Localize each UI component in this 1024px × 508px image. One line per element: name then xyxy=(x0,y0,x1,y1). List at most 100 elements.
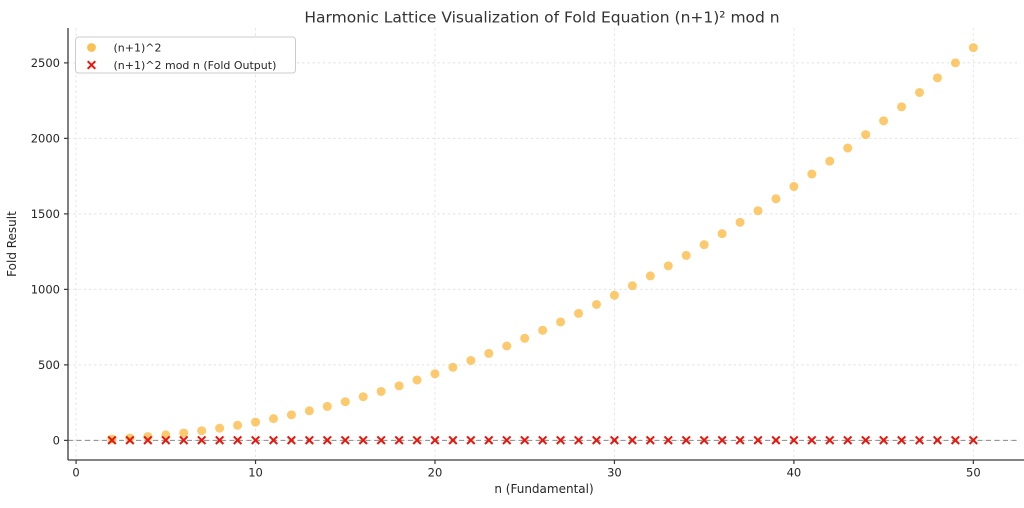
point-squared-n-47 xyxy=(915,87,925,97)
point-fold-n-6 xyxy=(179,435,189,445)
y-tick-label-2000: 2000 xyxy=(31,131,60,145)
point-fold-n-43 xyxy=(843,435,853,445)
point-fold-n-17 xyxy=(376,435,386,445)
point-fold-n-33 xyxy=(663,435,673,445)
y-tick-label-1500: 1500 xyxy=(31,207,60,221)
point-fold-n-29 xyxy=(591,435,601,445)
point-squared-n-23 xyxy=(484,348,494,358)
point-squared-n-6 xyxy=(179,428,189,438)
x-tick-label-0: 0 xyxy=(72,466,79,480)
point-squared-n-21 xyxy=(448,362,458,372)
point-squared-n-46 xyxy=(897,102,907,112)
point-squared-n-16 xyxy=(358,392,368,402)
point-squared-n-15 xyxy=(340,397,350,407)
point-fold-n-40 xyxy=(789,435,799,445)
x-axis-label: n (Fundamental) xyxy=(494,482,593,496)
point-fold-n-24 xyxy=(502,435,512,445)
point-squared-n-18 xyxy=(394,381,404,391)
point-fold-n-14 xyxy=(322,435,332,445)
point-fold-n-2 xyxy=(107,435,117,445)
point-fold-n-9 xyxy=(233,435,243,445)
point-fold-n-45 xyxy=(879,435,889,445)
legend-box xyxy=(75,36,296,74)
point-squared-n-19 xyxy=(412,375,422,385)
point-fold-n-34 xyxy=(681,435,691,445)
point-fold-n-36 xyxy=(717,435,727,445)
point-fold-n-3 xyxy=(125,435,135,445)
point-squared-n-32 xyxy=(645,271,655,281)
y-tick-label-0: 0 xyxy=(53,433,60,447)
legend-label-squares: (n+1)^2 xyxy=(114,42,162,55)
x-tick-label-10: 10 xyxy=(248,466,263,480)
point-fold-n-19 xyxy=(412,435,422,445)
axes-spines xyxy=(67,28,1024,461)
point-squared-n-10 xyxy=(251,417,261,427)
point-squared-n-43 xyxy=(843,143,853,153)
y-axis-ticks: 0 500 1000 1500 2000 2500 xyxy=(31,56,68,447)
point-fold-n-16 xyxy=(358,435,368,445)
point-fold-n-25 xyxy=(520,435,530,445)
point-squared-n-45 xyxy=(879,116,889,126)
gridlines xyxy=(68,28,1020,460)
point-squared-n-31 xyxy=(627,281,637,291)
point-fold-n-21 xyxy=(448,435,458,445)
point-fold-n-12 xyxy=(286,435,296,445)
point-fold-n-7 xyxy=(197,435,207,445)
point-squared-n-20 xyxy=(430,369,440,379)
point-fold-n-22 xyxy=(466,435,476,445)
point-fold-n-49 xyxy=(950,435,960,445)
point-squared-n-17 xyxy=(376,386,386,396)
point-squared-n-27 xyxy=(556,317,566,327)
point-fold-n-27 xyxy=(556,435,566,445)
point-squared-n-42 xyxy=(825,156,835,166)
point-squared-n-34 xyxy=(681,250,691,260)
y-axis-label: Fold Result xyxy=(5,211,19,277)
point-squared-n-35 xyxy=(699,240,709,250)
point-fold-n-47 xyxy=(914,435,925,445)
legend-label-fold-output: (n+1)^2 mod n (Fold Output) xyxy=(114,59,277,72)
point-fold-n-10 xyxy=(251,435,261,445)
point-fold-n-18 xyxy=(394,435,404,445)
y-tick-label-500: 500 xyxy=(38,358,60,372)
point-fold-n-39 xyxy=(771,435,781,445)
point-squared-n-22 xyxy=(466,355,476,365)
point-fold-n-28 xyxy=(574,435,584,445)
point-fold-n-44 xyxy=(861,435,871,445)
point-squared-n-40 xyxy=(789,182,799,192)
point-squared-n-9 xyxy=(233,420,243,430)
point-fold-n-13 xyxy=(304,435,314,445)
point-fold-n-5 xyxy=(161,435,171,445)
chart-title: Harmonic Lattice Visualization of Fold E… xyxy=(304,9,779,27)
x-tick-label-40: 40 xyxy=(787,466,802,480)
point-fold-n-4 xyxy=(143,435,153,445)
point-squared-n-39 xyxy=(771,194,781,204)
point-fold-n-8 xyxy=(215,435,225,445)
point-fold-n-46 xyxy=(897,435,907,445)
series-fold-output xyxy=(107,435,978,445)
point-squared-n-36 xyxy=(717,229,727,239)
point-squared-n-44 xyxy=(861,130,871,140)
point-squared-n-26 xyxy=(538,325,548,335)
point-squared-n-49 xyxy=(950,58,960,68)
point-squared-n-25 xyxy=(520,333,530,343)
y-tick-label-2500: 2500 xyxy=(31,56,60,70)
point-squared-n-11 xyxy=(268,414,278,424)
point-fold-n-11 xyxy=(268,435,278,445)
point-fold-n-32 xyxy=(645,435,655,445)
legend-circle-marker-icon xyxy=(87,43,96,52)
point-squared-n-33 xyxy=(663,261,673,271)
point-fold-n-20 xyxy=(430,435,440,445)
point-fold-n-31 xyxy=(627,435,637,445)
point-fold-n-50 xyxy=(968,435,978,445)
point-fold-n-48 xyxy=(932,435,942,445)
point-squared-n-30 xyxy=(609,290,619,300)
point-squared-n-7 xyxy=(197,426,207,436)
point-fold-n-30 xyxy=(609,435,619,445)
point-squared-n-50 xyxy=(968,43,978,53)
point-squared-n-14 xyxy=(322,401,332,411)
x-axis-ticks: 0 10 20 30 40 50 xyxy=(72,460,981,480)
point-squared-n-37 xyxy=(735,217,745,227)
point-squared-n-48 xyxy=(932,73,942,83)
